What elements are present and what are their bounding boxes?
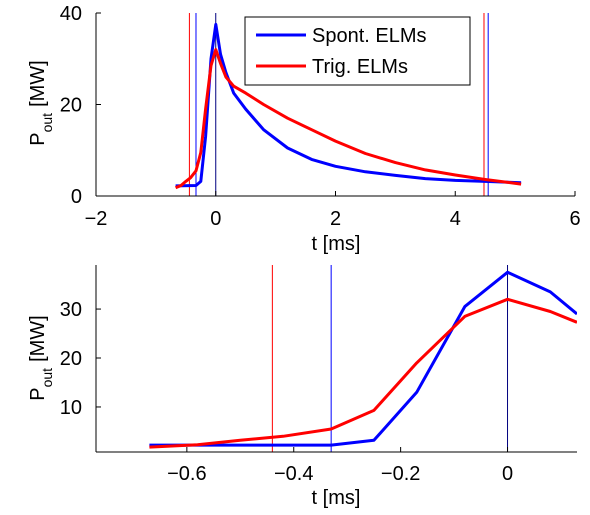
bottom-x-tick-label: −0.6 — [167, 463, 206, 485]
bottom-y-axis-label: Pout [MW] — [27, 315, 55, 400]
top-y-axis-label: Pout [MW] — [27, 60, 55, 145]
bottom-x-tick-label: 0 — [502, 463, 513, 485]
top-x-tick-label: 4 — [450, 208, 461, 230]
legend-box — [244, 16, 471, 86]
bottom-y-axis-label-subscript: out — [39, 368, 55, 388]
bottom-series-spont-line — [149, 270, 577, 447]
top-y-axis-label-subscript: out — [39, 113, 55, 133]
top-x-tick-label: 2 — [330, 208, 341, 230]
bottom-series-trig-line — [149, 297, 577, 449]
legend-label-spont: Spont. ELMs — [312, 25, 427, 47]
bottom-y-tick-label: 20 — [60, 348, 82, 370]
top-series-trig-line — [175, 48, 522, 190]
bottom-clipped-marks — [149, 265, 577, 452]
top-x-tick-label: −2 — [85, 208, 108, 230]
legend-label-trig: Trig. ELMs — [312, 56, 408, 78]
top-y-tick-label: 40 — [60, 3, 82, 25]
top-series-spont-line — [175, 22, 522, 188]
top-y-tick-label: 0 — [71, 186, 82, 208]
top-y-axis-label-main: P — [27, 132, 49, 145]
bottom-axes: −0.6 −0.4 −0.2 0 10 20 30 — [60, 265, 577, 485]
top-x-tick-label: 6 — [569, 208, 580, 230]
bottom-y-tick-label: 10 — [60, 397, 82, 419]
top-y-tick-label: 20 — [60, 95, 82, 117]
bottom-y-axis-label-main: P — [27, 387, 49, 400]
bottom-y-axis-label-unit: [MW] — [27, 315, 49, 362]
top-x-tick-label: 0 — [210, 208, 221, 230]
top-x-axis-label: t [ms] — [312, 233, 361, 255]
top-plot-area — [175, 13, 522, 196]
bottom-x-tick-label: −0.4 — [274, 463, 313, 485]
bottom-x-tick-label: −0.2 — [381, 463, 420, 485]
bottom-y-tick-label: 30 — [60, 299, 82, 321]
bottom-plot-area — [149, 265, 577, 452]
bottom-x-axis-label: t [ms] — [312, 487, 361, 509]
top-y-axis-label-unit: [MW] — [27, 60, 49, 107]
top-clipped-marks — [175, 13, 522, 196]
top-legend: Spont. ELMs Trig. ELMs — [244, 16, 471, 86]
bottom-chart: −0.6 −0.4 −0.2 0 10 20 30 t [ms] Pout [MW] — [27, 265, 577, 509]
